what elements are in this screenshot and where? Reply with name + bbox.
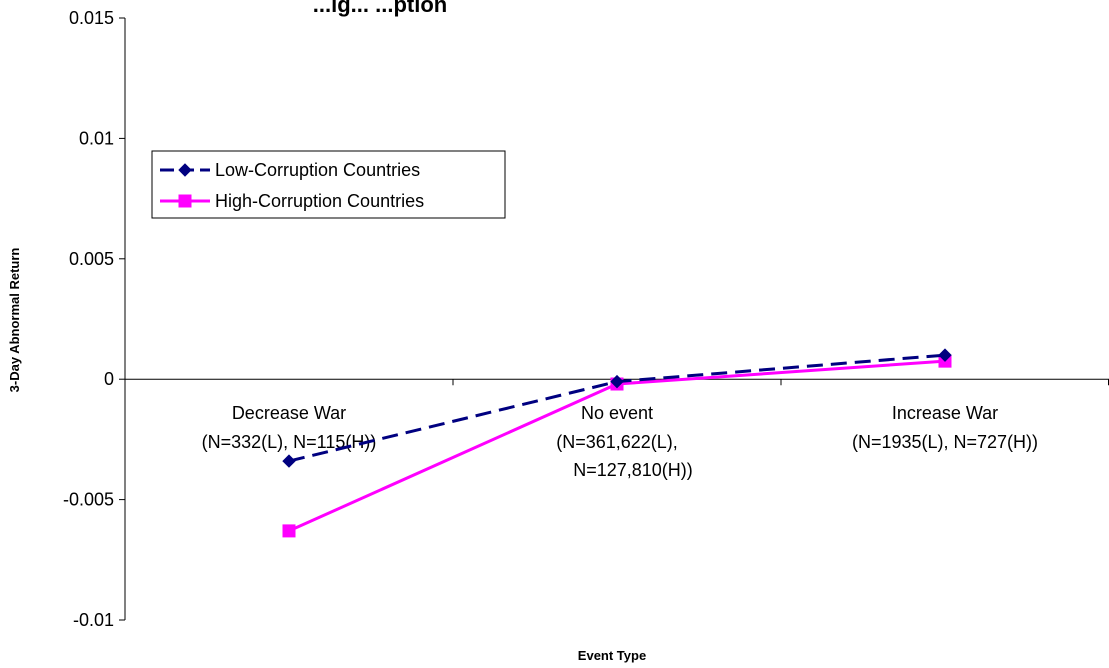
y-tick-label: 0.015 xyxy=(69,8,114,28)
y-tick-label: 0.005 xyxy=(69,249,114,269)
data-point xyxy=(282,524,296,538)
series-low xyxy=(282,348,952,468)
data-point xyxy=(610,374,624,389)
category-labels: Decrease War (N=332(L), N=115(H)) No event… xyxy=(202,403,1038,480)
data-point xyxy=(282,454,296,468)
category-label: Increase War xyxy=(892,403,998,423)
y-axis: 0.015 0.01 0.005 0 -0.005 -0.01 xyxy=(63,8,126,630)
legend: Low-Corruption Countries High-Corruption … xyxy=(151,150,506,219)
category-label: (N=361,622(L), xyxy=(556,432,678,452)
legend-box xyxy=(151,150,506,219)
data-point xyxy=(938,348,952,362)
series-layer xyxy=(282,348,952,538)
y-axis-title: 3-Day Abnormal Return xyxy=(7,248,22,393)
chart-title: ...ig... ...ption xyxy=(313,0,447,17)
legend-marker xyxy=(178,194,192,208)
category-label: Decrease War xyxy=(232,403,346,423)
category-label: No event xyxy=(581,403,653,423)
legend-label: High-Corruption Countries xyxy=(215,191,424,211)
category-label: (N=332(L), N=115(H)) xyxy=(202,432,377,452)
legend-label: Low-Corruption Countries xyxy=(215,160,420,180)
y-tick-label: 0 xyxy=(104,369,114,389)
x-axis-title: Event Type xyxy=(578,648,646,663)
y-tick-label: 0.01 xyxy=(79,128,114,148)
category-label: (N=1935(L), N=727(H)) xyxy=(852,432,1038,452)
y-tick-label: -0.005 xyxy=(63,490,114,510)
category-label: N=127,810(H)) xyxy=(573,460,693,480)
legend-marker xyxy=(178,163,192,177)
y-tick-label: -0.01 xyxy=(73,610,114,630)
